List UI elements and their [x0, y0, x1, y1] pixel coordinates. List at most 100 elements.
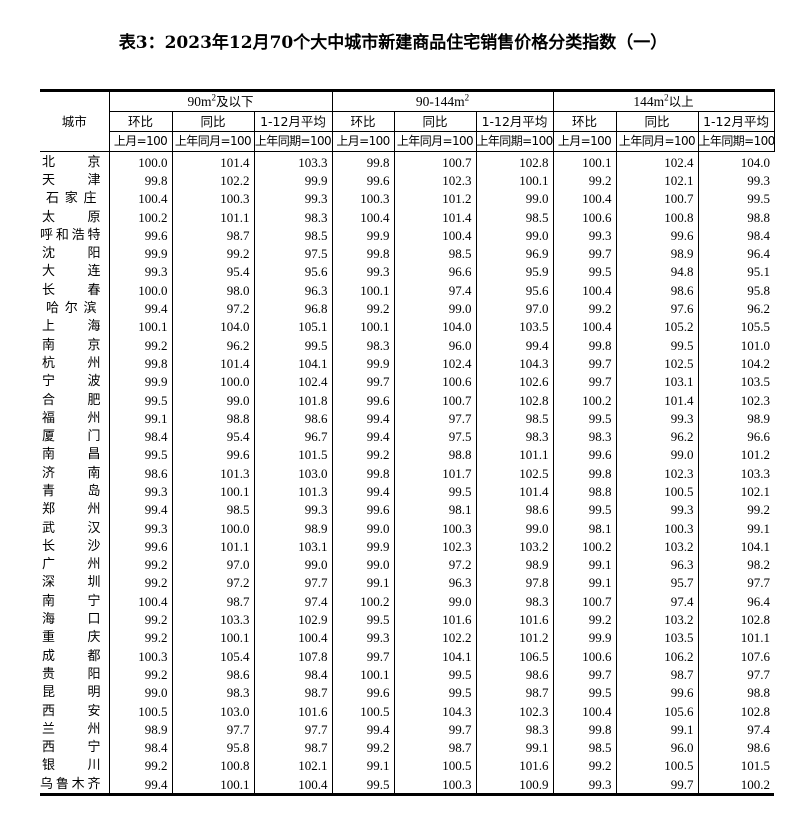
city-name: 大连: [42, 264, 101, 280]
index-value: 101.1: [475, 445, 554, 465]
index-value: 99.1: [331, 573, 394, 593]
index-value: 101.3: [171, 464, 254, 483]
index-value: 99.6: [331, 171, 394, 190]
index-value: 98.9: [108, 720, 172, 739]
index-value: 99.6: [108, 537, 172, 556]
index-value: 104.2: [697, 354, 775, 373]
index-value: 97.7: [253, 720, 332, 739]
index-value: 98.8: [697, 683, 775, 702]
index-value: 101.1: [171, 537, 254, 556]
index-value: 99.5: [331, 610, 394, 629]
index-value: 98.5: [253, 226, 332, 245]
index-value: 101.4: [615, 390, 699, 410]
table-row: 呼和浩特 99.6 98.7 98.5 99.9 100.4 99.0 99.3 99.6 98.…: [40, 226, 775, 245]
index-value: 101.6: [475, 756, 554, 776]
city-name: 合肥: [42, 392, 101, 408]
city-name: 昆明: [42, 685, 101, 701]
index-value: 99.2: [552, 756, 617, 776]
index-value: 99.9: [108, 244, 172, 263]
group-label: 90-144m: [415, 94, 465, 109]
index-value: 100.3: [393, 775, 476, 795]
index-value: 96.4: [697, 592, 775, 611]
index-value: 96.3: [615, 555, 699, 574]
index-value: 100.7: [552, 592, 617, 611]
group-label: 90m: [187, 94, 212, 109]
index-value: 100.1: [171, 482, 254, 501]
index-value: 99.7: [615, 775, 699, 795]
index-value: 98.5: [475, 207, 554, 227]
group-label-suffix: 及以下: [216, 94, 254, 109]
index-value: 99.2: [108, 756, 172, 776]
index-value: 95.1: [697, 262, 775, 282]
index-value: 100.8: [171, 756, 254, 776]
table-row: 重庆 99.2 100.1 100.4 99.3 102.2 101.2 99.9 103.5 1…: [40, 628, 775, 648]
unit-header: 上月=100: [552, 131, 617, 152]
table-row: 合肥 99.5 99.0 101.8 99.6 100.7 102.8 100.2 101.4 1…: [40, 390, 775, 410]
unit-header: 上年同月=100: [615, 131, 699, 152]
index-value: 106.5: [475, 647, 554, 666]
index-value: 98.4: [697, 226, 775, 245]
index-value: 99.1: [475, 738, 554, 757]
index-value: 99.2: [108, 335, 172, 355]
index-value: 97.7: [393, 409, 476, 428]
index-value: 99.0: [253, 555, 332, 574]
table-row: 长沙 99.6 101.1 103.1 99.9 102.3 103.2 100.2 103.2…: [40, 537, 775, 556]
index-value: 99.9: [552, 628, 617, 648]
city-name: 天津: [42, 172, 101, 188]
index-value: 98.9: [253, 518, 332, 538]
index-value: 100.7: [393, 151, 476, 172]
table-row: 太原 100.2 101.1 98.3 100.4 101.4 98.5 100.6 100.8…: [40, 207, 775, 227]
index-value: 99.2: [552, 299, 617, 318]
index-value: 100.4: [552, 701, 617, 721]
index-value: 102.3: [393, 537, 476, 556]
index-value: 99.7: [552, 372, 617, 391]
index-value: 100.0: [171, 372, 254, 391]
index-value: 98.3: [475, 592, 554, 611]
index-value: 102.1: [697, 482, 775, 501]
header-row-subs: 环比 同比 1-12月平均 环比 同比 1-12月平均 环比 同比 1-12月平均: [40, 111, 775, 132]
table-row: 昆明 99.0 98.3 98.7 99.6 99.5 98.7 99.5 99.6 98.8: [40, 683, 775, 702]
group-header: 90m2及以下: [108, 90, 333, 112]
index-value: 95.7: [615, 573, 699, 593]
index-value: 95.8: [697, 281, 775, 300]
index-value: 103.2: [475, 537, 554, 556]
index-value: 98.5: [552, 738, 617, 757]
index-value: 99.6: [331, 500, 394, 519]
table-row: 济南 98.6 101.3 103.0 99.8 101.7 102.5 99.8 102.3 1…: [40, 464, 775, 483]
index-value: 99.4: [108, 299, 172, 318]
city-name: 西安: [42, 703, 101, 719]
index-value: 99.1: [108, 409, 172, 428]
index-value: 100.3: [331, 189, 394, 208]
page-title: 表3：2023年12月70个大中城市新建商品住宅销售价格分类指数（一）: [118, 33, 668, 53]
city-name: 长春: [42, 282, 101, 298]
index-value: 101.1: [171, 207, 254, 227]
index-value: 100.8: [615, 207, 699, 227]
index-value: 99.2: [552, 171, 617, 190]
index-value: 99.5: [552, 500, 617, 519]
index-value: 99.6: [331, 683, 394, 702]
index-value: 99.6: [331, 390, 394, 410]
city-name: 贵阳: [42, 666, 101, 682]
index-value: 100.1: [171, 628, 254, 648]
city-name: 北京: [42, 154, 101, 170]
index-value: 101.5: [253, 445, 332, 465]
city-name: 太原: [42, 209, 101, 225]
city-name: 呼和浩特: [40, 227, 101, 243]
index-value: 99.1: [331, 756, 394, 776]
index-value: 101.6: [253, 701, 332, 721]
index-value: 100.5: [331, 701, 394, 721]
index-value: 99.8: [331, 244, 394, 263]
index-value: 103.5: [475, 317, 554, 336]
table-row: 广州 99.2 97.0 99.0 99.0 97.2 98.9 99.1 96.3 98.2: [40, 555, 775, 574]
index-value: 99.8: [552, 464, 617, 483]
index-value: 98.7: [253, 683, 332, 702]
index-value: 98.3: [475, 720, 554, 739]
index-value: 100.4: [108, 189, 172, 208]
sub-header: 环比: [552, 111, 617, 132]
index-value: 99.1: [697, 518, 775, 538]
index-value: 101.4: [475, 482, 554, 501]
sub-header: 环比: [331, 111, 395, 132]
index-value: 97.5: [253, 244, 332, 263]
table-row: 南京 99.2 96.2 99.5 98.3 96.0 99.4 99.8 99.5 101.0: [40, 335, 775, 355]
index-value: 98.7: [171, 592, 254, 611]
